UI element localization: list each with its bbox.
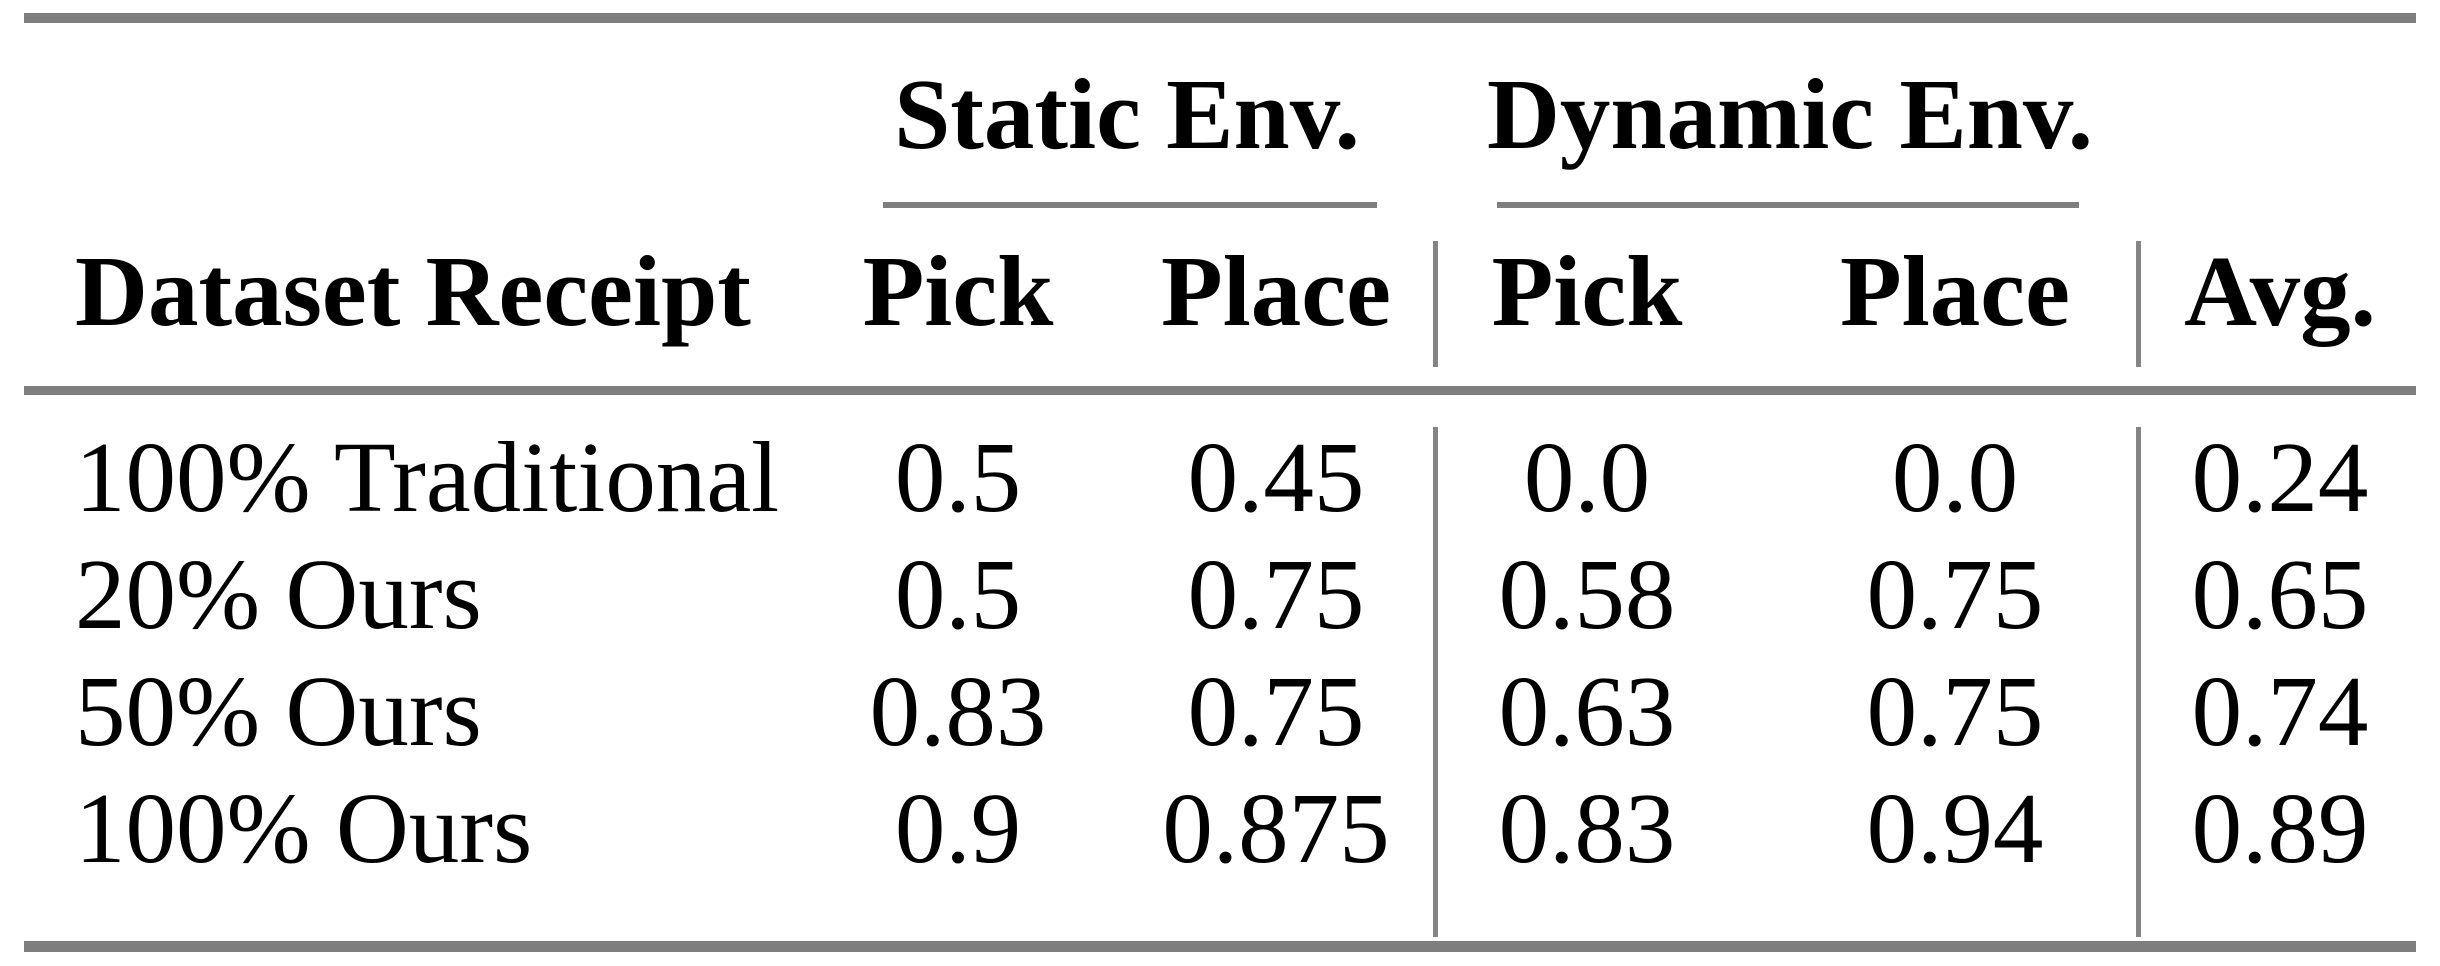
cell-static-place: 0.45 [1187,421,1365,533]
column-separator-static-dynamic-header [1433,241,1438,367]
column-header-static-place: Place [1161,235,1391,347]
row-label: 100% Ours [75,772,533,884]
row-label: 100% Traditional [75,421,780,533]
cell-dynamic-pick: 0.0 [1523,421,1651,533]
column-separator-static-dynamic-body [1433,427,1438,937]
dynamic-env-underline [1497,202,2079,208]
cell-dynamic-place: 0.75 [1866,538,2044,650]
bottom-rule [24,941,2416,952]
column-separator-dynamic-avg-header [2136,241,2141,367]
row-label: 20% Ours [75,538,482,650]
column-header-dataset-receipt: Dataset Receipt [75,235,751,347]
cell-static-place: 0.875 [1162,772,1390,884]
cell-avg: 0.65 [2191,538,2369,650]
group-header-static-env: Static Env. [894,58,1360,170]
column-header-dynamic-pick: Pick [1491,235,1683,347]
column-header-avg: Avg. [2184,235,2376,347]
cell-avg: 0.24 [2191,421,2369,533]
cell-dynamic-pick: 0.58 [1498,538,1676,650]
cell-dynamic-pick: 0.63 [1498,655,1676,767]
cell-static-place: 0.75 [1187,655,1365,767]
column-header-static-pick: Pick [862,235,1054,347]
cell-avg: 0.74 [2191,655,2369,767]
cell-dynamic-place: 0.94 [1866,772,2044,884]
cell-static-pick: 0.83 [869,655,1047,767]
cell-static-pick: 0.5 [894,538,1022,650]
cell-static-place: 0.75 [1187,538,1365,650]
static-env-underline [883,202,1377,208]
cell-static-pick: 0.5 [894,421,1022,533]
column-header-dynamic-place: Place [1840,235,2070,347]
cell-static-pick: 0.9 [894,772,1022,884]
cell-dynamic-pick: 0.83 [1498,772,1676,884]
cell-dynamic-place: 0.75 [1866,655,2044,767]
cell-dynamic-place: 0.0 [1891,421,2019,533]
row-label: 50% Ours [75,655,482,767]
column-separator-dynamic-avg-body [2136,427,2141,937]
cell-avg: 0.89 [2191,772,2369,884]
group-header-dynamic-env: Dynamic Env. [1486,58,2094,170]
header-rule [24,386,2416,395]
top-rule [24,13,2416,23]
